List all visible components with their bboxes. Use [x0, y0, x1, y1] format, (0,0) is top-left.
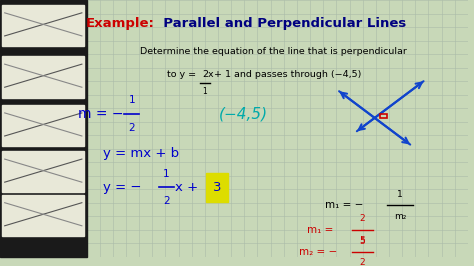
Text: 5: 5: [360, 236, 365, 245]
Text: 2: 2: [163, 196, 169, 206]
Text: + 1 and passes through (−4,5): + 1 and passes through (−4,5): [210, 70, 361, 79]
Text: 3: 3: [213, 181, 221, 194]
Text: 2: 2: [360, 214, 365, 223]
Bar: [2, 5, 84, 46]
Text: m₂: m₂: [394, 211, 406, 221]
Text: y = −: y = −: [103, 181, 141, 194]
Bar: [0, 0, 87, 257]
Text: 1: 1: [202, 87, 207, 96]
Bar: [380, 114, 387, 118]
Text: Parallel and Perpendicular Lines: Parallel and Perpendicular Lines: [155, 16, 407, 30]
Bar: [206, 173, 228, 202]
Text: 2: 2: [360, 258, 365, 266]
Text: 1: 1: [397, 190, 403, 199]
Text: to y =: to y =: [167, 70, 199, 79]
Bar: [2, 105, 84, 146]
Text: 1: 1: [128, 95, 135, 105]
Bar: [2, 56, 84, 98]
Text: 5: 5: [360, 237, 365, 246]
Text: 1: 1: [163, 169, 169, 179]
Text: 2x: 2x: [202, 70, 214, 79]
Text: m₁ =: m₁ =: [307, 225, 337, 235]
Text: Determine the equation of the line that is perpendicular: Determine the equation of the line that …: [140, 47, 407, 56]
Bar: [2, 151, 84, 192]
Text: (−4,5): (−4,5): [219, 107, 268, 122]
Text: y = mx + b: y = mx + b: [103, 147, 179, 160]
Bar: [2, 195, 84, 236]
Text: m₁ = −: m₁ = −: [325, 200, 364, 210]
Text: x +: x +: [175, 181, 203, 194]
Text: m = −: m = −: [79, 107, 124, 121]
Text: m₂ = −: m₂ = −: [299, 247, 337, 257]
Text: Example:: Example:: [85, 16, 155, 30]
Text: 2: 2: [128, 123, 135, 133]
